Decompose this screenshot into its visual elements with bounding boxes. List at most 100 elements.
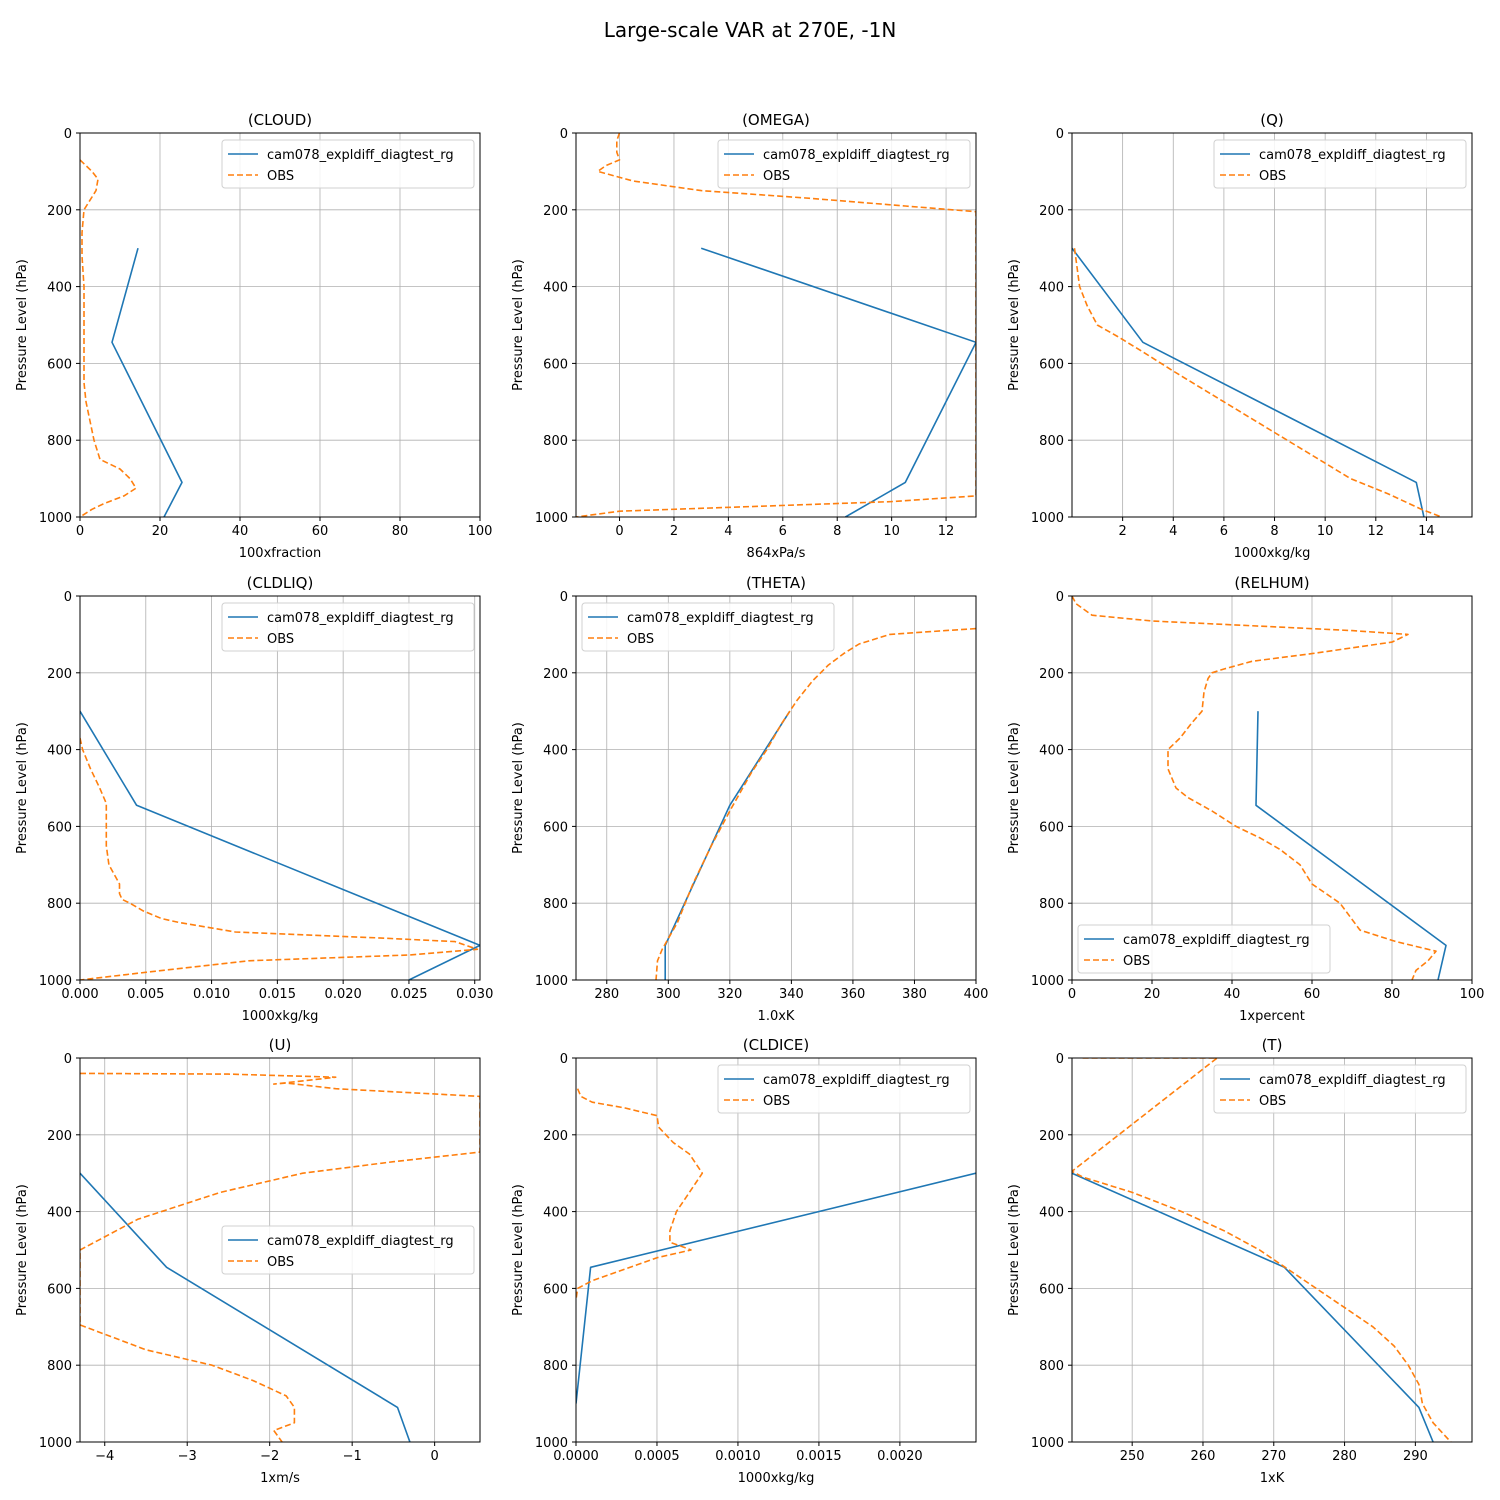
x-tick-label: −4 — [95, 1449, 114, 1464]
y-tick-label: 600 — [1039, 1282, 1064, 1297]
x-axis-label: 100xfraction — [239, 546, 321, 561]
x-tick-label: 0.0015 — [796, 1449, 842, 1464]
x-tick-label: 280 — [1332, 1449, 1357, 1464]
y-tick-label: 600 — [47, 820, 72, 835]
y-tick-label: 600 — [47, 1282, 72, 1297]
chart-title: (CLOUD) — [248, 111, 312, 129]
x-tick-label: 2 — [1118, 524, 1126, 539]
x-tick-label: 0.0010 — [715, 1449, 761, 1464]
legend: cam078_expldiff_diagtest_rg OBS — [1077, 924, 1331, 974]
x-tick-label: 0 — [615, 524, 623, 539]
y-tick-label: 800 — [543, 434, 568, 449]
chart-title: (CLDICE) — [743, 1036, 809, 1054]
y-tick-label: 800 — [1039, 897, 1064, 912]
x-tick-label: 300 — [656, 987, 681, 1002]
legend: cam078_expldiff_diagtest_rg OBS — [581, 602, 835, 652]
series-model-line — [111, 247, 183, 517]
axes-frame — [575, 1057, 977, 1443]
legend-model-label: cam078_expldiff_diagtest_rg — [763, 148, 950, 163]
y-tick-label: 1000 — [535, 511, 568, 526]
y-tick-label: 0 — [1056, 1052, 1064, 1067]
y-tick-label: 1000 — [39, 974, 72, 989]
x-tick-label: 0 — [76, 524, 84, 539]
legend-obs-label: OBS — [1259, 1094, 1286, 1109]
x-axis-label: 1.0xK — [758, 1009, 795, 1024]
y-tick-label: 400 — [1039, 1206, 1064, 1221]
x-tick-label: 340 — [779, 987, 804, 1002]
x-tick-label: 0.0005 — [634, 1449, 680, 1464]
legend-box — [221, 139, 475, 189]
x-tick-label: 20 — [1144, 987, 1161, 1002]
y-tick-label: 200 — [47, 667, 72, 682]
legend-model-label: cam078_expldiff_diagtest_rg — [267, 1234, 454, 1249]
y-tick-label: 800 — [1039, 1359, 1064, 1374]
legend-model-label: cam078_expldiff_diagtest_rg — [1259, 148, 1446, 163]
x-tick-label: 40 — [232, 524, 249, 539]
legend-obs-label: OBS — [763, 1094, 790, 1109]
y-tick-label: 200 — [1039, 204, 1064, 219]
x-tick-label: 10 — [1317, 524, 1334, 539]
series-obs-line — [80, 159, 137, 517]
x-tick-label: 0 — [1068, 987, 1076, 1002]
x-tick-label: 8 — [833, 524, 841, 539]
series-model-line — [80, 1172, 411, 1442]
y-tick-label: 600 — [1039, 357, 1064, 372]
chart-q: 2 4 6 8 10 12 14 0 200 400 600 800 1000 (Q) 1000xkg/kg… — [1007, 111, 1473, 561]
legend-box — [221, 602, 475, 652]
x-tick-label: 0.000 — [61, 987, 98, 1002]
x-tick-label: 260 — [1191, 1449, 1216, 1464]
x-tick-label: 280 — [594, 987, 619, 1002]
y-tick-label: 0 — [64, 127, 72, 142]
y-tick-label: 1000 — [39, 511, 72, 526]
legend-obs-label: OBS — [267, 632, 294, 647]
axes-frame — [1071, 595, 1473, 981]
y-tick-label: 200 — [543, 1129, 568, 1144]
legend-model-label: cam078_expldiff_diagtest_rg — [1259, 1073, 1446, 1088]
legend: cam078_expldiff_diagtest_rg OBS — [221, 602, 475, 652]
x-tick-label: 320 — [717, 987, 742, 1002]
series-model-line — [700, 247, 976, 517]
chart-title: (U) — [269, 1036, 292, 1054]
series-model-line — [80, 710, 480, 980]
legend-obs-label: OBS — [267, 169, 294, 184]
axes-frame — [1071, 132, 1473, 518]
legend: cam078_expldiff_diagtest_rg OBS — [717, 1064, 971, 1114]
axes-frame — [1071, 1057, 1473, 1443]
y-tick-label: 200 — [47, 1129, 72, 1144]
legend-model-label: cam078_expldiff_diagtest_rg — [267, 611, 454, 626]
legend-box — [1213, 139, 1467, 189]
y-tick-label: 800 — [47, 434, 72, 449]
series-obs-line — [576, 133, 976, 517]
y-axis-label: Pressure Level (hPa) — [511, 722, 526, 854]
x-tick-label: 0.025 — [390, 987, 427, 1002]
legend-obs-label: OBS — [267, 1255, 294, 1270]
y-tick-label: 0 — [1056, 590, 1064, 605]
y-axis-label: Pressure Level (hPa) — [511, 259, 526, 391]
y-tick-label: 400 — [1039, 744, 1064, 759]
x-tick-label: 12 — [938, 524, 955, 539]
x-axis-label: 1xm/s — [260, 1471, 300, 1486]
y-tick-label: 800 — [47, 1359, 72, 1374]
x-tick-label: 0.005 — [127, 987, 164, 1002]
y-tick-label: 400 — [47, 281, 72, 296]
x-tick-label: 6 — [779, 524, 787, 539]
x-tick-label: −1 — [343, 1449, 362, 1464]
y-tick-label: 1000 — [39, 1436, 72, 1451]
x-tick-label: 0.010 — [193, 987, 230, 1002]
chart-t: 250 260 270 280 290 0 200 400 600 800 1000 (T) 1xK Pr… — [1007, 1036, 1473, 1486]
chart-title: (THETA) — [746, 574, 806, 592]
x-axis-label: 1000xkg/kg — [1234, 546, 1311, 561]
chart-title: (CLDLIQ) — [247, 574, 314, 592]
legend-model-label: cam078_expldiff_diagtest_rg — [763, 1073, 950, 1088]
x-tick-label: 60 — [312, 524, 329, 539]
y-axis-label: Pressure Level (hPa) — [15, 259, 30, 391]
legend-box — [717, 139, 971, 189]
panels: 0 20 40 60 80 10002004006008001000(CLOUD)100x… — [15, 111, 1484, 1486]
legend-box — [221, 1225, 475, 1275]
y-tick-label: 1000 — [1031, 1436, 1064, 1451]
series-obs-line — [1073, 248, 1442, 517]
chart-title: (T) — [1262, 1036, 1283, 1054]
y-tick-label: 800 — [543, 1359, 568, 1374]
x-tick-label: −3 — [178, 1449, 197, 1464]
y-axis-label: Pressure Level (hPa) — [1007, 259, 1022, 391]
